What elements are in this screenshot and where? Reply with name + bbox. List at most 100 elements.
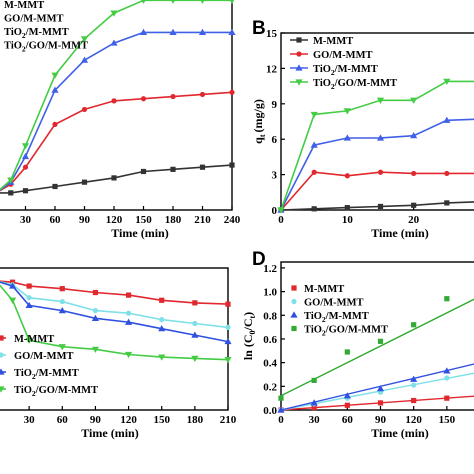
- panel-b-point-go-m-mmt: [377, 169, 384, 175]
- panel-c-point-tio2-go-m-mmt: [191, 355, 199, 362]
- panel-d-y-axis-label-part: t: [248, 316, 257, 319]
- panel-d-point-tio2-m-mmt: [410, 375, 418, 382]
- panel-b-y-tick-label: 6: [272, 134, 278, 146]
- legend-text: /GO/M-MMT: [334, 78, 397, 89]
- panel-a-point-tio2-go-m-mmt: [170, 0, 176, 4]
- panel-a-point-go-m-mmt: [199, 91, 206, 98]
- legend-subscript: 2: [331, 68, 335, 77]
- panel-a-point-m-mmt: [8, 190, 14, 196]
- legend-text: M-MMT: [4, 0, 44, 11]
- panel-a-x-tick-label: 180: [165, 214, 182, 226]
- panel-b-point-go-m-mmt: [344, 173, 350, 179]
- panel-a-series-line-go-m-mmt: [0, 91, 233, 192]
- panel-c-point-tio2-go-m-mmt: [224, 357, 232, 364]
- panel-b-x-tick-label: 10: [342, 214, 354, 226]
- panel-d-point-tio2-go-m-mmt: [344, 349, 350, 355]
- panel-c-x-tick-label: 90: [90, 414, 102, 426]
- panel-d-y-tick-label: 0.0: [263, 405, 277, 417]
- panel-d-point-tio2-go-m-mmt: [411, 322, 417, 328]
- panel-d-point-m-mmt: [311, 405, 317, 411]
- panel-b-y-tick-label: 3: [272, 170, 278, 182]
- panel-c-legend-marker: [0, 335, 4, 341]
- panel-a-point-go-m-mmt: [140, 96, 147, 102]
- panel-b-legend-label: TiO2/M-MMT: [313, 64, 378, 77]
- panel-d-legend-label: M-MMT: [304, 284, 344, 295]
- panel-b-point-m-mmt: [411, 202, 417, 208]
- panel-b-series-line-tio2-go-m-mmt: [280, 80, 474, 211]
- panel-b-point-tio2-m-mmt: [310, 141, 318, 148]
- panel-d-point-m-mmt: [444, 395, 450, 401]
- panel-d-point-m-mmt: [344, 402, 350, 408]
- panel-d-y-tick-label: 1.0: [263, 287, 277, 299]
- panel-d-x-tick-label: 90: [375, 414, 387, 426]
- panel-d-legend-label: TiO2/M-MMT: [304, 311, 369, 324]
- legend-subscript: 2: [331, 82, 335, 91]
- panel-c-series-line-tio2-m-mmt: [0, 281, 229, 343]
- panel-a-point-go-m-mmt: [229, 89, 235, 95]
- panel-d-y-tick-label: 0.6: [263, 334, 277, 346]
- panel-c-legend-label: TiO2/M-MMT: [14, 368, 79, 381]
- panel-a-point-m-mmt: [140, 168, 147, 175]
- legend-subscript: 2: [32, 389, 36, 398]
- panel-a-point-tio2-m-mmt: [198, 28, 207, 35]
- panel-a-x-axis-label: Time (min): [111, 226, 168, 240]
- legend-text: /GO/M-MMT: [35, 385, 98, 396]
- panel-c-point-go-m-mmt: [59, 298, 65, 305]
- legend-text: M-MMT: [304, 284, 344, 295]
- panel-b-point-m-mmt: [344, 205, 350, 211]
- panel-c-point-tio2-go-m-mmt: [58, 344, 66, 351]
- panel-c-legend-label: GO/M-MMT: [14, 351, 73, 362]
- panel-b-y-axis-label-unit: (mg/g): [251, 99, 265, 132]
- panel-b-point-tio2-go-m-mmt: [443, 78, 451, 85]
- panel-a-x-tick-label: 240: [224, 214, 241, 226]
- panel-c-point-tio2-m-mmt: [191, 331, 199, 338]
- panel-a-series-line-tio2-m-mmt: [0, 31, 232, 191]
- legend-subscript: 2: [22, 31, 26, 40]
- panel-c-point-go-m-mmt: [159, 317, 165, 323]
- panel-a-x-tick-label: 210: [194, 214, 211, 226]
- panel-b-x-tick-label: 0: [278, 214, 284, 226]
- panel-b-legend-marker: [295, 64, 303, 71]
- panel-d-point-tio2-go-m-mmt: [311, 377, 317, 383]
- panel-c-point-m-mmt: [92, 289, 99, 296]
- panel-b-point-go-m-mmt: [311, 169, 317, 175]
- panel-b-point-go-m-mmt: [444, 170, 450, 177]
- panel-d-point-tio2-go-m-mmt: [444, 296, 450, 302]
- panel-c-point-m-mmt: [125, 292, 132, 298]
- panel-a-point-m-mmt: [52, 183, 58, 190]
- panel-b-legend-label: TiO2/GO/M-MMT: [313, 78, 397, 91]
- panel-a-point-tio2-go-m-mmt: [200, 0, 205, 4]
- panel-c-point-tio2-go-m-mmt: [158, 354, 166, 361]
- legend-text: TiO: [304, 325, 322, 336]
- panel-c-point-m-mmt: [26, 283, 32, 289]
- panel-b-point-tio2-m-mmt: [410, 132, 418, 139]
- panel-d-y-tick-label: 0.4: [263, 358, 277, 370]
- panel-a: 30 60 90 120 150 180 210 240 Time (min) M-MMT GO/M…: [0, 0, 241, 240]
- legend-text: GO/M-MMT: [313, 50, 372, 61]
- panel-b-point-tio2-go-m-mmt: [410, 97, 418, 104]
- legend-text: TiO: [14, 368, 32, 379]
- panel-b-y-axis-label: qt (mg/g): [251, 99, 267, 144]
- panel-d-point-tio2-m-mmt: [376, 385, 385, 392]
- panel-a-point-tio2-m-mmt: [51, 86, 59, 93]
- panel-a-point-go-m-mmt: [22, 164, 29, 170]
- panel-c-point-tio2-go-m-mmt: [25, 337, 33, 344]
- panel-c-point-go-m-mmt: [92, 308, 99, 314]
- legend-text: /M-MMT: [334, 64, 378, 75]
- panel-c-point-tio2-m-mmt: [158, 325, 166, 332]
- panel-b-legend-label: M-MMT: [313, 36, 353, 47]
- legend-text: /GO/M-MMT: [25, 41, 88, 52]
- panel-b-y-axis-label-main: q: [251, 137, 265, 144]
- panel-c-legend-marker: [0, 386, 5, 393]
- panel-c-point-tio2-go-m-mmt: [124, 351, 133, 359]
- panel-a-point-m-mmt: [170, 166, 176, 172]
- panel-d-point-m-mmt: [377, 400, 384, 406]
- panel-c-x-tick-label: 210: [220, 414, 237, 426]
- panel-c-legend-marker: [0, 368, 5, 375]
- legend-text: TiO: [4, 27, 22, 38]
- panel-a-point-tio2-m-mmt: [80, 56, 89, 63]
- panel-b-x-tick-label: 20: [408, 214, 420, 226]
- panel-b-legend-label: GO/M-MMT: [313, 50, 372, 61]
- panel-b-y-tick-label: 0: [272, 205, 278, 217]
- legend-text: TiO: [14, 385, 32, 396]
